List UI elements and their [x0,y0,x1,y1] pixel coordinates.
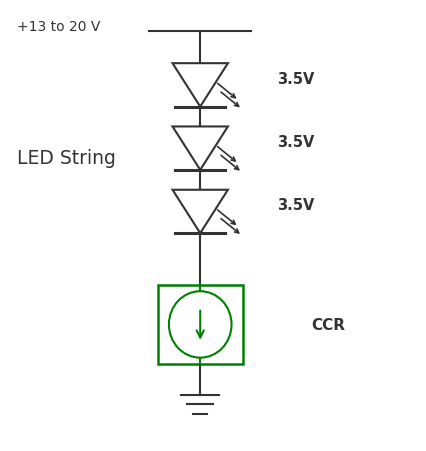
Text: 3.5V: 3.5V [277,198,314,213]
Bar [158,285,243,364]
Text: +13 to 20 V: +13 to 20 V [17,20,101,34]
Text: 3.5V: 3.5V [277,72,314,87]
Polygon shape [173,127,228,170]
Polygon shape [173,190,228,234]
Text: CCR: CCR [311,317,345,332]
Text: LED String: LED String [17,148,116,167]
Polygon shape [173,64,228,107]
Circle shape [169,291,232,358]
Text: 3.5V: 3.5V [277,135,314,150]
